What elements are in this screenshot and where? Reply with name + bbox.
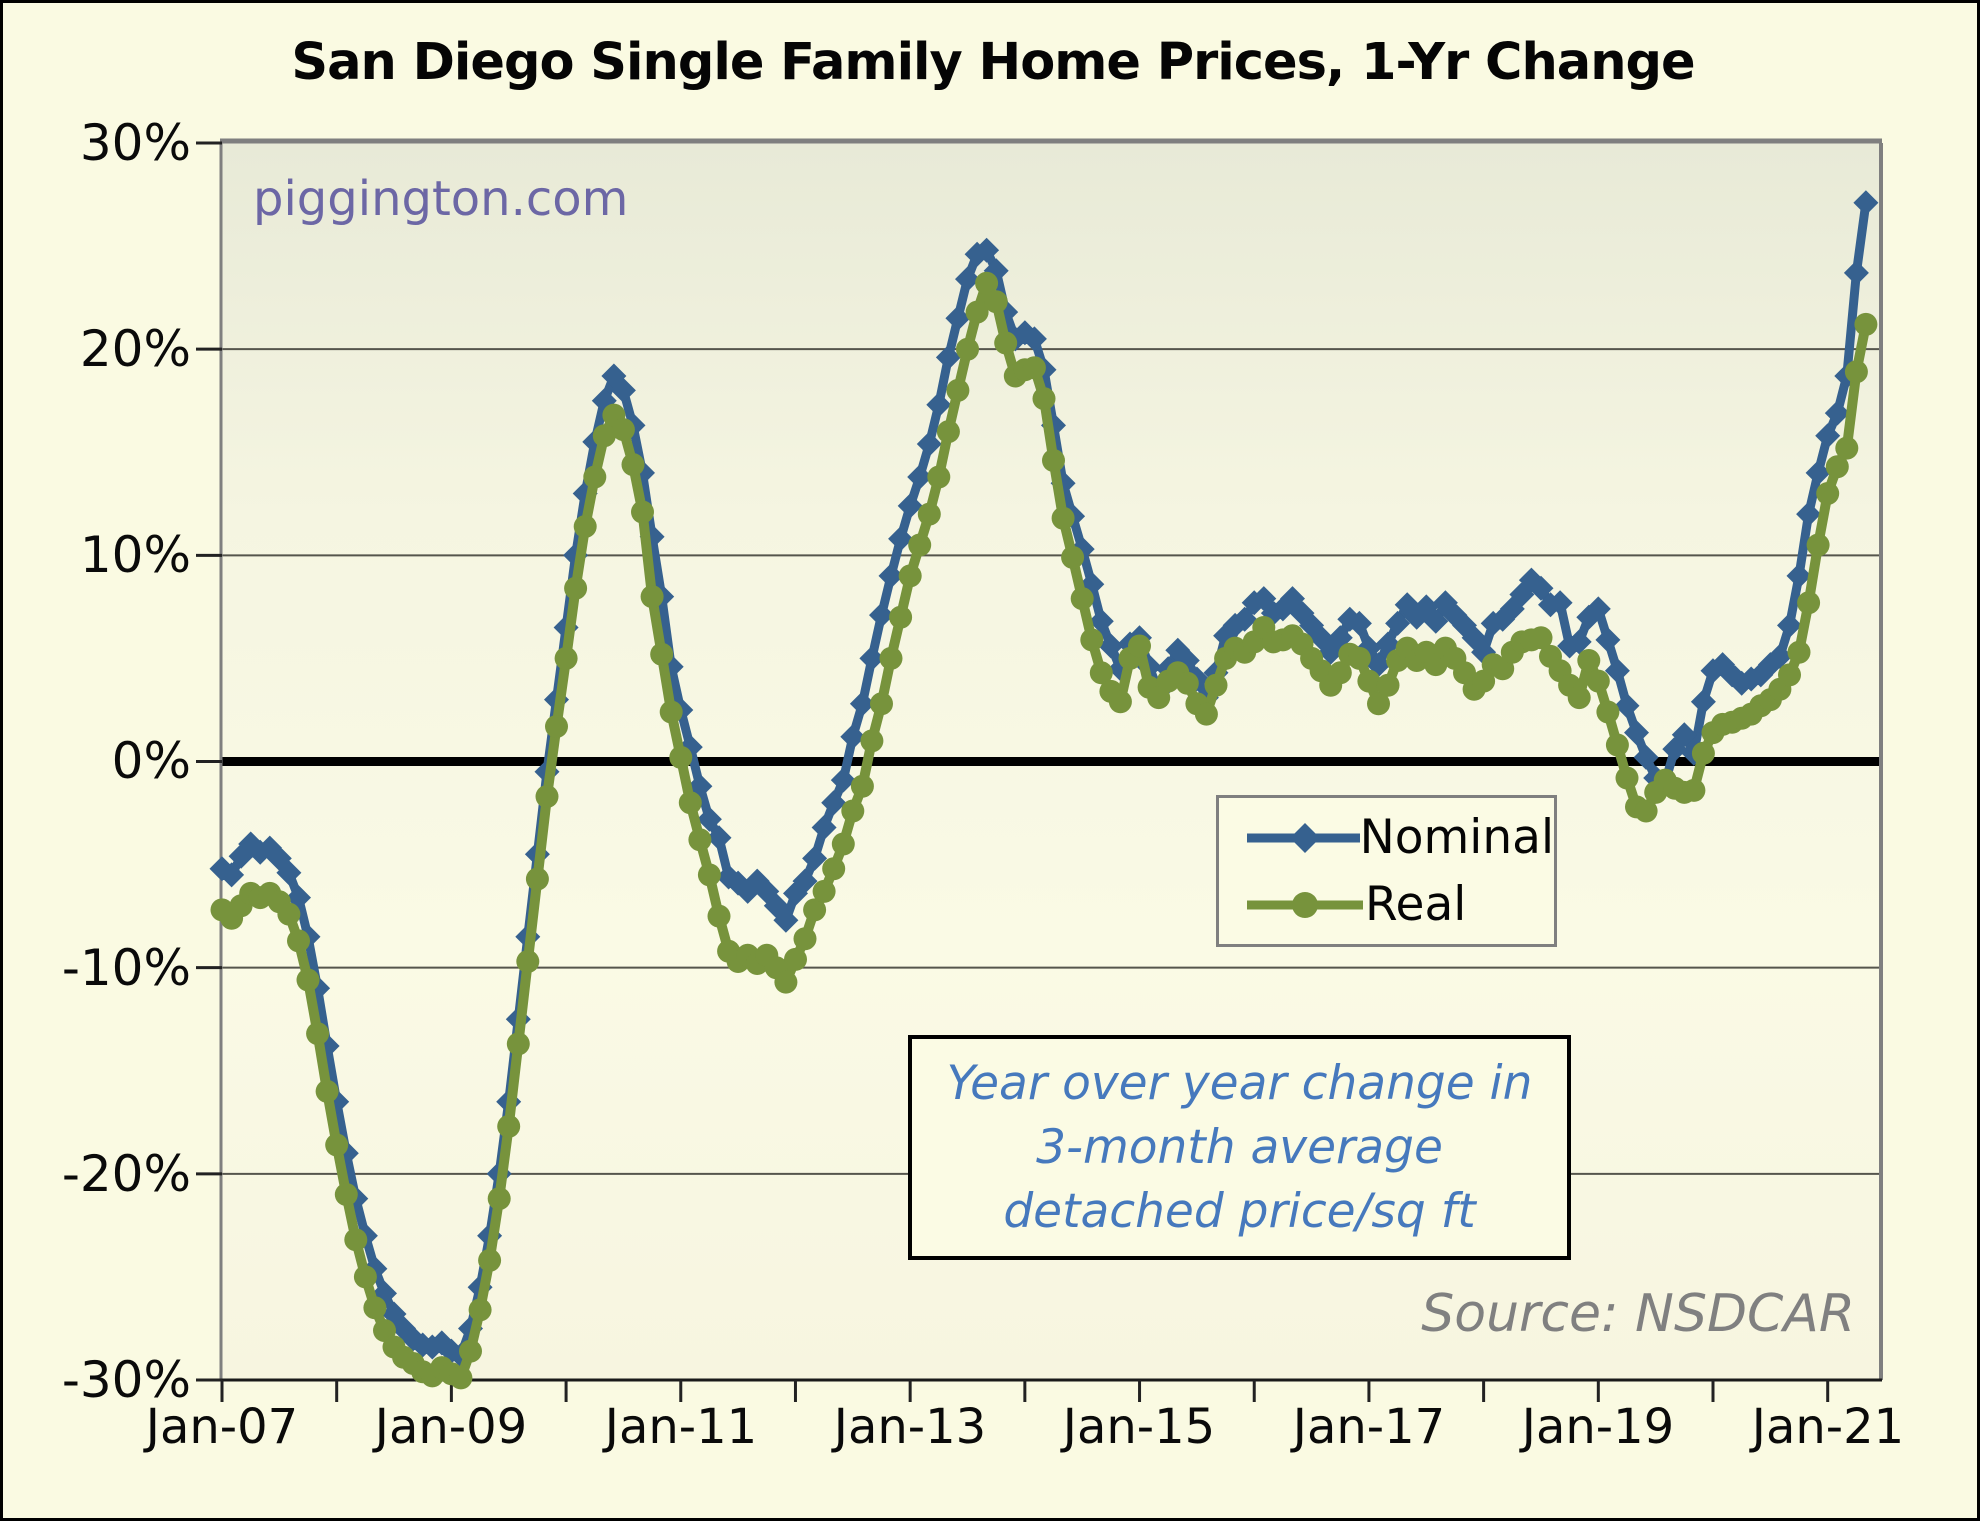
legend-label-real: Real [1365,877,1467,932]
annotation-line: Year over year change in [946,1055,1533,1111]
x-axis-tick-label: Jan-21 [1751,1399,1905,1455]
y-axis-tick-label: -30% [61,1351,191,1409]
y-axis-tick-label: 0% [111,732,191,790]
x-axis-tick-label: Jan-19 [1521,1399,1675,1455]
axis-ticks [196,141,1830,1402]
y-axis-tick-label: -10% [61,939,191,997]
real-marker-icon [1247,891,1363,918]
chart-title: San Diego Single Family Home Prices, 1-Y… [291,33,1695,92]
x-axis-tick-label: Jan-13 [833,1399,987,1455]
watermark: piggington.com [253,171,629,227]
y-axis-tick-label: -20% [61,1145,191,1203]
annotation-box: Year over year change in 3-month average… [908,1035,1571,1260]
legend-item-nominal: Nominal [1245,810,1554,865]
x-axis-tick-label: Jan-11 [604,1399,758,1455]
legend-label-nominal: Nominal [1359,810,1554,865]
y-axis-tick-label: 10% [79,526,191,584]
legend: Nominal Real [1216,795,1557,947]
real-series [210,271,1878,1390]
y-axis-tick-label: 20% [79,320,191,378]
x-axis-tick-label: Jan-07 [145,1399,299,1455]
x-axis-tick-label: Jan-17 [1292,1399,1446,1455]
source-note: Source: NSDCAR [1421,1284,1855,1344]
legend-item-real: Real [1245,877,1554,932]
annotation-line: 3-month average [1036,1119,1443,1175]
annotation-line: detached price/sq ft [1003,1183,1476,1239]
x-axis-tick-label: Jan-15 [1062,1399,1216,1455]
nominal-marker-icon [1247,822,1360,853]
y-axis-tick-label: 30% [79,114,191,172]
x-axis-tick-label: Jan-09 [374,1399,528,1455]
